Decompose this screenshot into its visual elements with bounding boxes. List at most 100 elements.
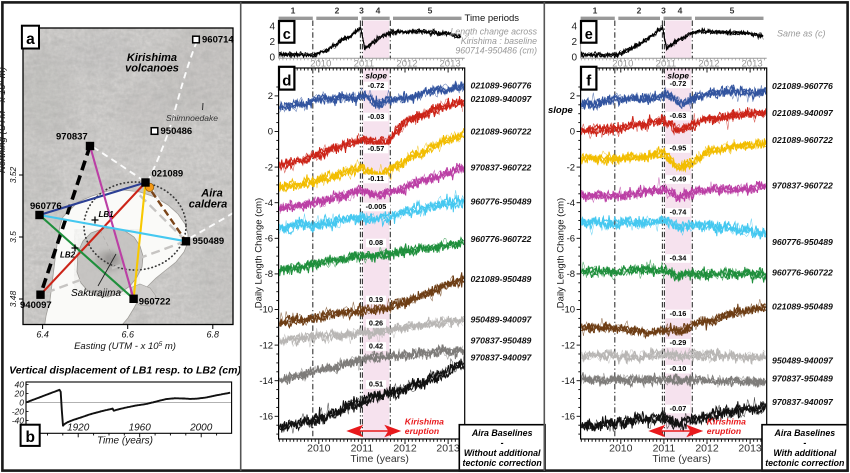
svg-text:960776-960722: 960776-960722 bbox=[772, 268, 833, 278]
svg-text:960714-950486 (cm): 960714-950486 (cm) bbox=[455, 46, 537, 56]
svg-text:-2: -2 bbox=[567, 162, 575, 173]
svg-text:-6: -6 bbox=[567, 234, 575, 245]
svg-text:slope: slope bbox=[365, 70, 387, 80]
svg-text:6.4: 6.4 bbox=[36, 330, 49, 340]
svg-text:Without additional: Without additional bbox=[464, 448, 541, 458]
svg-text:-: - bbox=[803, 438, 806, 448]
svg-text:Daily Length Change (cm): Daily Length Change (cm) bbox=[254, 198, 265, 308]
svg-text:0: 0 bbox=[270, 52, 276, 63]
svg-text:021089-960776: 021089-960776 bbox=[772, 81, 833, 91]
svg-text:2010: 2010 bbox=[310, 59, 331, 70]
svg-text:-0.16: -0.16 bbox=[670, 309, 687, 318]
svg-text:Kirishima: Kirishima bbox=[707, 417, 746, 427]
svg-text:-0.49: -0.49 bbox=[670, 175, 687, 184]
svg-text:2012: 2012 bbox=[695, 443, 719, 455]
svg-text:Kirishima : baseline: Kirishima : baseline bbox=[461, 36, 537, 46]
svg-text:0.42: 0.42 bbox=[369, 342, 383, 351]
svg-text:-4: -4 bbox=[265, 198, 273, 209]
svg-text:0.26: 0.26 bbox=[369, 319, 383, 328]
svg-text:Vertical displacement of LB1 r: Vertical displacement of LB1 resp. to LB… bbox=[9, 365, 241, 377]
svg-text:eruption: eruption bbox=[405, 426, 439, 436]
svg-text:caldera: caldera bbox=[189, 199, 228, 211]
svg-text:-10: -10 bbox=[259, 305, 273, 316]
svg-text:slope: slope bbox=[667, 70, 689, 80]
svg-text:970837: 970837 bbox=[56, 132, 88, 143]
svg-text:-14: -14 bbox=[561, 376, 575, 387]
svg-text:3.48: 3.48 bbox=[8, 290, 18, 307]
svg-text:f: f bbox=[586, 73, 592, 90]
svg-text:-: - bbox=[501, 438, 504, 448]
svg-text:2: 2 bbox=[270, 37, 276, 48]
svg-text:4: 4 bbox=[270, 21, 276, 32]
svg-text:2013: 2013 bbox=[440, 59, 461, 70]
svg-text:960776-950489: 960776-950489 bbox=[471, 197, 532, 207]
svg-text:4: 4 bbox=[376, 6, 381, 16]
svg-text:-0.07: -0.07 bbox=[670, 404, 687, 413]
svg-text:4: 4 bbox=[678, 6, 683, 16]
svg-text:2010: 2010 bbox=[612, 59, 633, 70]
svg-text:-6: -6 bbox=[265, 234, 273, 245]
svg-text:-8: -8 bbox=[265, 269, 273, 280]
svg-text:Easting (UTM - x 105 m): Easting (UTM - x 105 m) bbox=[74, 341, 176, 352]
svg-text:Kirishima: Kirishima bbox=[405, 417, 444, 427]
svg-text:960776: 960776 bbox=[30, 201, 62, 212]
svg-text:970837-940097: 970837-940097 bbox=[471, 353, 533, 363]
svg-text:2011: 2011 bbox=[354, 59, 374, 70]
svg-text:With additional: With additional bbox=[773, 448, 837, 458]
svg-text:Time (years): Time (years) bbox=[97, 436, 153, 447]
svg-text:2012: 2012 bbox=[698, 59, 719, 70]
svg-text:2: 2 bbox=[570, 91, 575, 102]
svg-text:-40: -40 bbox=[12, 416, 25, 426]
svg-text:970837-940097: 970837-940097 bbox=[772, 397, 834, 407]
svg-text:e: e bbox=[585, 27, 593, 43]
svg-text:-0.11: -0.11 bbox=[368, 174, 384, 183]
svg-text:2000: 2000 bbox=[189, 423, 213, 434]
svg-text:-0.29: -0.29 bbox=[670, 338, 687, 347]
svg-text:Same as (c): Same as (c) bbox=[777, 29, 826, 39]
svg-text:-16: -16 bbox=[561, 412, 575, 423]
svg-text:950486: 950486 bbox=[161, 126, 193, 137]
svg-text:2011: 2011 bbox=[656, 59, 676, 70]
svg-text:0.51: 0.51 bbox=[369, 380, 383, 389]
svg-text:-0.63: -0.63 bbox=[670, 111, 687, 120]
svg-text:970837-950489: 970837-950489 bbox=[772, 374, 833, 384]
svg-text:Time periods: Time periods bbox=[465, 13, 520, 24]
svg-text:-20: -20 bbox=[12, 407, 25, 417]
svg-text:volcanoes: volcanoes bbox=[125, 63, 179, 75]
svg-text:1: 1 bbox=[593, 6, 598, 16]
svg-text:1960: 1960 bbox=[129, 423, 152, 434]
svg-text:950489-940097: 950489-940097 bbox=[471, 315, 533, 325]
svg-text:-14: -14 bbox=[259, 376, 273, 387]
svg-text:Aira Baselines: Aira Baselines bbox=[774, 428, 836, 438]
svg-text:940097: 940097 bbox=[20, 300, 52, 311]
svg-text:1920: 1920 bbox=[67, 423, 90, 434]
svg-text:5: 5 bbox=[428, 6, 433, 16]
svg-text:2010: 2010 bbox=[307, 443, 331, 455]
svg-text:5: 5 bbox=[730, 6, 735, 16]
svg-text:-16: -16 bbox=[259, 412, 273, 423]
svg-text:-0.72: -0.72 bbox=[368, 81, 385, 90]
svg-text:-0.72: -0.72 bbox=[670, 79, 687, 88]
svg-text:d: d bbox=[282, 73, 291, 90]
svg-text:3: 3 bbox=[661, 6, 666, 16]
svg-text:Time (years): Time (years) bbox=[350, 453, 409, 465]
svg-text:20: 20 bbox=[14, 389, 25, 399]
svg-text:970837-960722: 970837-960722 bbox=[772, 180, 833, 190]
svg-text:2: 2 bbox=[268, 91, 273, 102]
svg-text:3.5: 3.5 bbox=[8, 231, 18, 243]
svg-text:0.19: 0.19 bbox=[369, 295, 383, 304]
svg-text:021089-960776: 021089-960776 bbox=[471, 81, 532, 91]
svg-text:3.52: 3.52 bbox=[8, 166, 18, 183]
svg-text:3: 3 bbox=[359, 6, 364, 16]
svg-text:2013: 2013 bbox=[436, 443, 460, 455]
svg-text:-12: -12 bbox=[259, 340, 273, 351]
svg-text:2: 2 bbox=[335, 6, 340, 16]
svg-text:Time (years): Time (years) bbox=[652, 453, 711, 465]
svg-text:-0.95: -0.95 bbox=[670, 144, 687, 153]
svg-text:950489: 950489 bbox=[193, 236, 225, 247]
svg-text:2011: 2011 bbox=[351, 443, 374, 455]
svg-text:970837-960722: 970837-960722 bbox=[471, 163, 532, 173]
svg-text:0: 0 bbox=[268, 127, 273, 138]
svg-text:4: 4 bbox=[572, 21, 578, 32]
svg-text:Shimnoedake: Shimnoedake bbox=[166, 113, 218, 123]
